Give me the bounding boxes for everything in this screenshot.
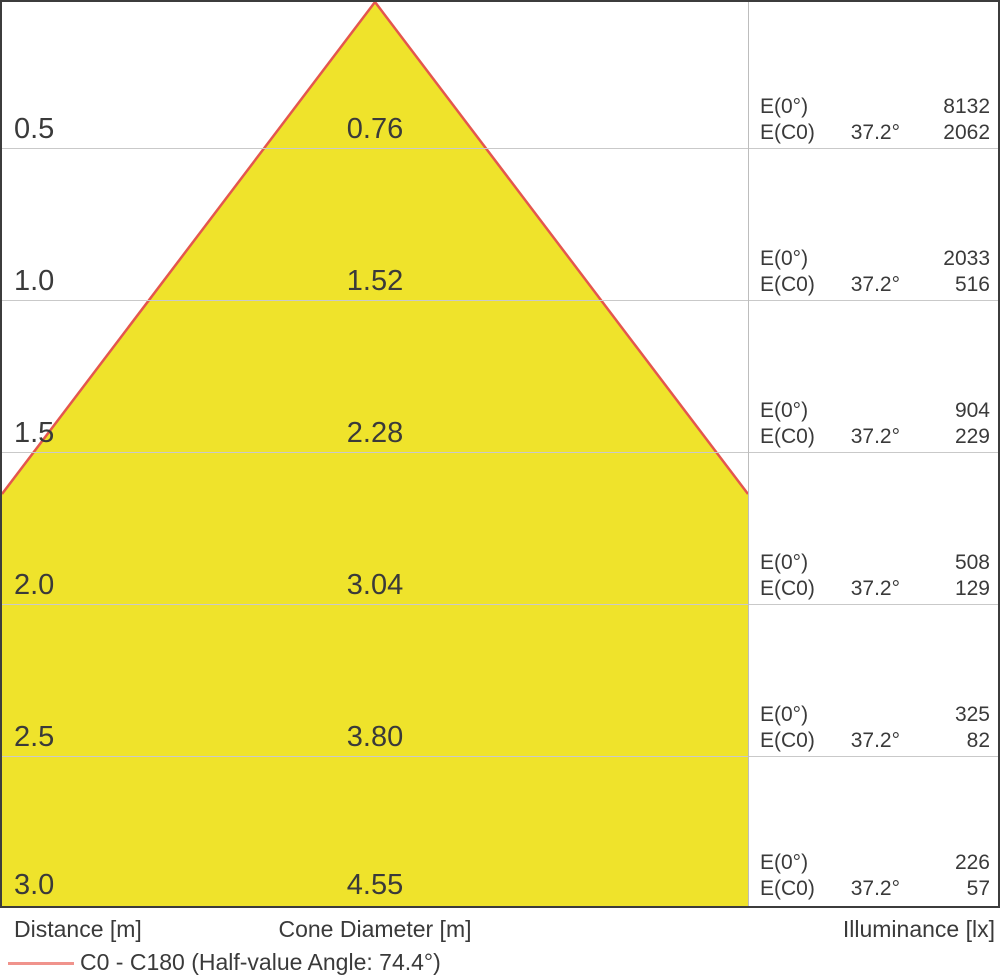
ec0-label: E(C0) xyxy=(760,425,815,448)
illuminance-row: E(0°) 325 E(C0) 37.2° 82 xyxy=(760,702,990,754)
ec0-label: E(C0) xyxy=(760,577,815,600)
e0-label: E(0°) xyxy=(760,851,809,874)
e0-label: E(0°) xyxy=(760,399,809,422)
distance-label: 0.5 xyxy=(14,113,55,145)
e0-label: E(0°) xyxy=(760,703,809,726)
e0-value: 508 xyxy=(954,551,990,574)
legend-line-swatch xyxy=(8,962,74,965)
grid-line-2.5m xyxy=(2,756,998,757)
legend: C0 - C180 (Half-value Angle: 74.4°) xyxy=(0,946,1000,977)
cone-diameter-label: 3.80 xyxy=(346,721,404,753)
grid-line-1.0m xyxy=(2,300,998,301)
e0-angle xyxy=(838,398,900,424)
ec0-value: 129 xyxy=(954,577,990,600)
cone-diameter-label: 3.04 xyxy=(346,569,404,601)
e0-label: E(0°) xyxy=(760,551,809,574)
light-cone-graphic xyxy=(2,2,749,906)
e0-label: E(0°) xyxy=(760,247,809,270)
grid-line-2.0m xyxy=(2,604,998,605)
e0-angle xyxy=(838,246,900,272)
ec0-value: 2062 xyxy=(943,121,990,144)
cone-fill xyxy=(2,2,748,906)
cone-edge-right xyxy=(374,2,749,495)
ec0-angle: 37.2° xyxy=(850,273,900,296)
ec0-value: 516 xyxy=(954,273,990,296)
ec0-angle: 37.2° xyxy=(850,425,900,448)
e0-angle xyxy=(838,850,900,876)
cone-edge-left xyxy=(2,2,376,495)
illuminance-column-divider xyxy=(748,2,749,906)
ec0-value: 57 xyxy=(966,877,990,900)
ec0-angle: 37.2° xyxy=(850,121,900,144)
grid-line-1.5m xyxy=(2,452,998,453)
distance-label: 1.0 xyxy=(14,265,55,297)
e0-angle xyxy=(838,702,900,728)
ec0-label: E(C0) xyxy=(760,273,815,296)
grid-line-0.5m xyxy=(2,148,998,149)
ec0-angle: 37.2° xyxy=(850,877,900,900)
e0-angle xyxy=(838,94,900,120)
x-axis-label-distance: Distance [m] xyxy=(14,916,142,942)
ec0-angle: 37.2° xyxy=(850,577,900,600)
distance-label: 2.0 xyxy=(14,569,55,601)
illuminance-row: E(0°) 8132 E(C0) 37.2° 2062 xyxy=(760,94,990,146)
ec0-label: E(C0) xyxy=(760,877,815,900)
e0-value: 904 xyxy=(954,399,990,422)
ec0-value: 82 xyxy=(966,729,990,752)
illuminance-row: E(0°) 508 E(C0) 37.2° 129 xyxy=(760,550,990,602)
ec0-label: E(C0) xyxy=(760,729,815,752)
cone-diameter-label: 2.28 xyxy=(346,417,404,449)
distance-label: 2.5 xyxy=(14,721,55,753)
e0-angle xyxy=(838,550,900,576)
ec0-label: E(C0) xyxy=(760,121,815,144)
ec0-angle: 37.2° xyxy=(850,729,900,752)
ec0-value: 229 xyxy=(954,425,990,448)
e0-label: E(0°) xyxy=(760,95,809,118)
cone-diameter-label: 4.55 xyxy=(346,869,404,901)
axis-label-illuminance: Illuminance [lx] xyxy=(842,916,995,942)
cone-diameter-label: 1.52 xyxy=(346,265,404,297)
legend-label: C0 - C180 (Half-value Angle: 74.4°) xyxy=(80,949,441,975)
chart-area: 0.5 0.76 E(0°) 8132 E(C0) 37.2° 2062 1.0… xyxy=(0,0,1000,908)
illuminance-row: E(0°) 904 E(C0) 37.2° 229 xyxy=(760,398,990,450)
distance-label: 1.5 xyxy=(14,417,55,449)
e0-value: 226 xyxy=(954,851,990,874)
e0-value: 2033 xyxy=(943,247,990,270)
e0-value: 325 xyxy=(954,703,990,726)
axis-label-cone-diameter: Cone Diameter [m] xyxy=(278,916,472,942)
e0-value: 8132 xyxy=(943,95,990,118)
illuminance-row: E(0°) 226 E(C0) 37.2° 57 xyxy=(760,850,990,902)
cone-diameter-label: 0.76 xyxy=(346,113,404,145)
distance-label: 3.0 xyxy=(14,869,55,901)
illuminance-row: E(0°) 2033 E(C0) 37.2° 516 xyxy=(760,246,990,298)
